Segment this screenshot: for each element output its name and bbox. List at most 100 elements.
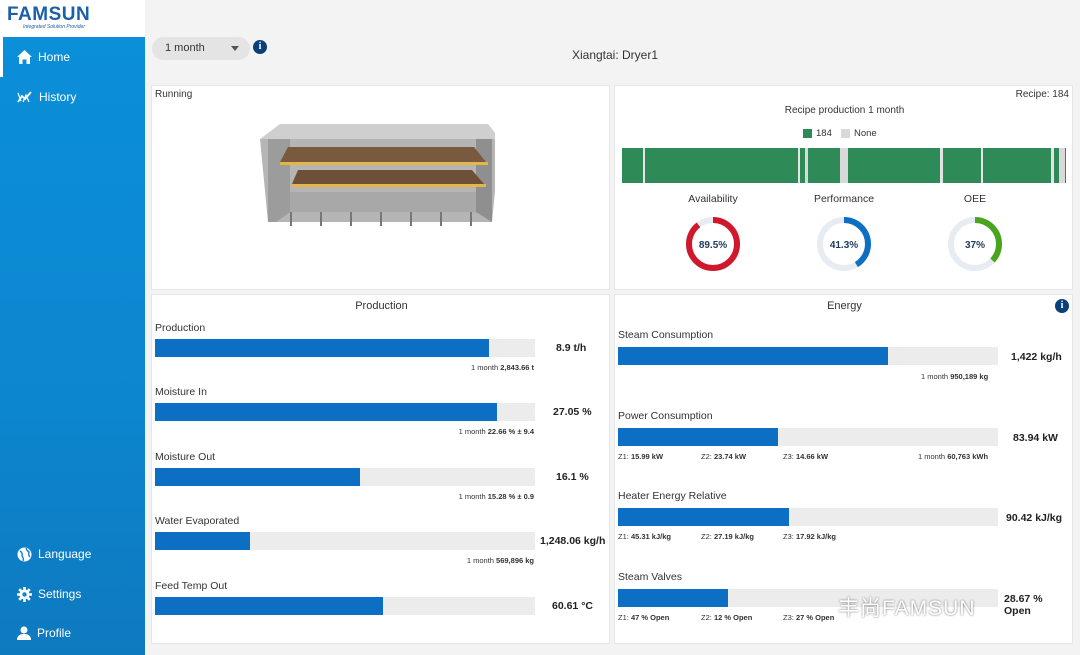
user-icon bbox=[17, 626, 31, 640]
zone-label: Z1: bbox=[618, 613, 629, 622]
production-bar bbox=[155, 339, 535, 357]
zone-value: 17.92 kJ/kg bbox=[795, 532, 836, 541]
legend-item-184: 184 bbox=[803, 128, 832, 139]
heater-zone-1: Z1: 45.31 kJ/kg bbox=[618, 532, 671, 541]
recipe-oee-card: Recipe: 184 Recipe production 1 month 18… bbox=[614, 85, 1073, 290]
power-consumption-bar-fill bbox=[618, 428, 778, 446]
valve-zone-2: Z2: 12 % Open bbox=[701, 613, 752, 622]
production-card: Production Production 8.9 t/h 1 month 2,8… bbox=[151, 294, 610, 644]
steam-valves-value: 28.67 % Open bbox=[1004, 593, 1043, 617]
gauge-label-oee: OEE bbox=[963, 193, 987, 205]
zone-value: 14.66 kW bbox=[795, 452, 829, 461]
sidebar-item-home[interactable]: Home bbox=[0, 37, 145, 77]
heater-energy-value: 90.42 kJ/kg bbox=[1006, 512, 1063, 524]
logo-brand: FAMSUN bbox=[7, 4, 91, 25]
steam-consumption-total: 1 month 950,189 kg bbox=[921, 372, 988, 381]
moisture-out-label: Moisture Out bbox=[155, 451, 216, 463]
heater-energy-bar bbox=[618, 508, 998, 526]
gauge-arc-oee bbox=[948, 217, 1002, 271]
home-icon bbox=[17, 50, 32, 64]
heater-zone-2: Z2: 27.19 kJ/kg bbox=[701, 532, 754, 541]
zone-value: 27.19 kJ/kg bbox=[713, 532, 754, 541]
moisture-in-bar-fill bbox=[155, 403, 497, 421]
recipe-label: Recipe: 184 bbox=[1015, 89, 1069, 100]
total-value: 15.28 % ± 0.9 bbox=[487, 492, 534, 501]
zone-value: 15.99 kW bbox=[630, 452, 664, 461]
period-select[interactable]: 1 month bbox=[152, 37, 250, 60]
page-title: Xiangtai: Dryer1 bbox=[571, 48, 659, 62]
zone-value: 27 % Open bbox=[795, 613, 835, 622]
legend-swatch bbox=[803, 129, 812, 138]
sidebar-item-profile[interactable]: Profile bbox=[0, 613, 145, 653]
zone-label: Z3: bbox=[783, 613, 794, 622]
water-evaporated-value: 1,248.06 kg/h bbox=[540, 535, 606, 547]
zone-label: Z2: bbox=[701, 452, 712, 461]
steam-valves-label: Steam Valves bbox=[618, 571, 682, 583]
moisture-out-bar-fill bbox=[155, 468, 361, 486]
total-value: 950,189 kg bbox=[950, 372, 989, 381]
production-title: Production bbox=[355, 300, 408, 312]
recipe-chart-title: Recipe production 1 month bbox=[784, 105, 905, 116]
energy-card: Energy i Steam Consumption 1,422 kg/h 1 … bbox=[614, 294, 1073, 644]
total-prefix: 1 month bbox=[458, 492, 486, 501]
legend-label: 184 bbox=[816, 128, 832, 139]
total-value: 22.66 % ± 9.4 bbox=[487, 427, 534, 436]
water-evaporated-total: 1 month 569,896 kg bbox=[467, 556, 534, 565]
sidebar-item-label: Settings bbox=[38, 587, 82, 601]
gauge-arc-performance bbox=[817, 217, 871, 271]
legend-swatch bbox=[841, 129, 850, 138]
recipe-timeline bbox=[622, 148, 1066, 183]
zone-label: Z1: bbox=[618, 532, 629, 541]
status-text: Running bbox=[155, 89, 193, 100]
power-consumption-label: Power Consumption bbox=[618, 410, 713, 422]
moisture-in-total: 1 month 22.66 % ± 9.4 bbox=[459, 427, 534, 436]
valve-zone-3: Z3: 27 % Open bbox=[783, 613, 834, 622]
total-prefix: 1 month bbox=[471, 363, 499, 372]
steam-consumption-bar-fill bbox=[618, 347, 888, 365]
feed-temp-out-bar bbox=[155, 597, 535, 615]
zone-label: Z3: bbox=[783, 452, 794, 461]
gauge-value-availability: 89.5% bbox=[699, 240, 727, 251]
total-prefix: 1 month bbox=[918, 452, 946, 461]
legend-item-none: None bbox=[841, 128, 877, 139]
water-evaporated-bar bbox=[155, 532, 535, 550]
legend-label: None bbox=[854, 128, 877, 139]
sidebar-item-label: History bbox=[39, 90, 77, 104]
zone-value: 12 % Open bbox=[713, 613, 753, 622]
info-icon[interactable]: i bbox=[253, 40, 267, 54]
dryer-status-card: Running bbox=[151, 85, 610, 290]
zone-label: Z3: bbox=[783, 532, 794, 541]
logo-tagline: Integrated Solution Provider bbox=[23, 24, 85, 30]
water-evaporated-label: Water Evaporated bbox=[155, 515, 240, 527]
total-prefix: 1 month bbox=[458, 427, 486, 436]
gauge-value-performance: 41.3% bbox=[830, 240, 858, 251]
total-prefix: 1 month bbox=[466, 556, 494, 565]
total-value: 60,763 kWh bbox=[947, 452, 989, 461]
power-zone-1: Z1: 15.99 kW bbox=[618, 452, 663, 461]
production-value: 8.9 t/h bbox=[556, 342, 587, 354]
heater-energy-label: Heater Energy Relative bbox=[618, 490, 727, 502]
production-label: Production bbox=[155, 322, 206, 334]
power-consumption-bar bbox=[618, 428, 998, 446]
feed-temp-out-bar-fill bbox=[155, 597, 383, 615]
info-icon[interactable]: i bbox=[1055, 299, 1069, 313]
total-value: 2,843.66 t bbox=[500, 363, 534, 372]
power-zone-2: Z2: 23.74 kW bbox=[701, 452, 746, 461]
moisture-out-bar bbox=[155, 468, 535, 486]
power-consumption-value: 83.94 kW bbox=[1013, 432, 1058, 444]
steam-consumption-value: 1,422 kg/h bbox=[1011, 351, 1062, 363]
valve-zone-1: Z1: 47 % Open bbox=[618, 613, 669, 622]
sidebar-item-settings[interactable]: Settings bbox=[0, 574, 145, 614]
zone-label: Z1: bbox=[618, 452, 629, 461]
moisture-in-value: 27.05 % bbox=[553, 406, 592, 418]
power-zone-3: Z3: 14.66 kW bbox=[783, 452, 828, 461]
sidebar-item-label: Home bbox=[38, 50, 71, 64]
zone-value: 23.74 kW bbox=[713, 452, 747, 461]
gauge-label-performance: Performance bbox=[813, 193, 875, 205]
sidebar-item-history[interactable]: History bbox=[0, 77, 145, 117]
steam-consumption-label: Steam Consumption bbox=[618, 329, 714, 341]
oee-gauges: 89.5% 41.3% 37% bbox=[686, 217, 1002, 271]
sidebar-item-language[interactable]: Language bbox=[0, 534, 145, 574]
moisture-out-total: 1 month 15.28 % ± 0.9 bbox=[459, 492, 534, 501]
moisture-out-value: 16.1 % bbox=[556, 471, 589, 483]
